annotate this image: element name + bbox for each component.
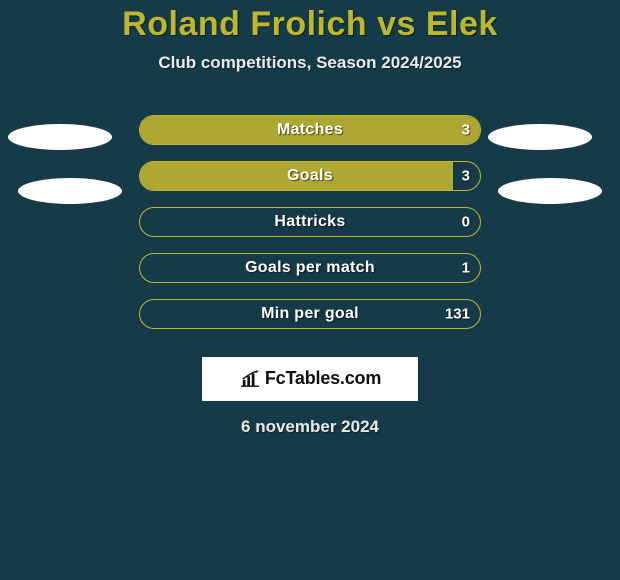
date-text: 6 november 2024 <box>0 417 620 437</box>
content-root: Roland Frolich vs Elek Club competitions… <box>0 0 620 437</box>
stat-label: Hattricks <box>274 213 345 231</box>
stat-right-value: 3 <box>462 167 470 184</box>
stat-bar: Goals per match 1 <box>139 253 481 283</box>
stat-row: Goals 3 <box>0 161 620 207</box>
barchart-icon <box>239 370 261 388</box>
stat-right-value: 3 <box>462 121 470 138</box>
stat-row: Min per goal 131 <box>0 299 620 345</box>
stat-right-value: 1 <box>462 259 470 276</box>
page-subtitle: Club competitions, Season 2024/2025 <box>0 53 620 73</box>
stats-rows: Matches 3 Goals 3 Hattricks 0 Goals per match 1… <box>0 115 620 345</box>
stat-bar: Min per goal 131 <box>139 299 481 329</box>
stat-row: Matches 3 <box>0 115 620 161</box>
page-title: Roland Frolich vs Elek <box>0 4 620 45</box>
stat-bar: Matches 3 <box>139 115 481 145</box>
stat-right-value: 131 <box>445 305 470 322</box>
stat-bar: Goals 3 <box>139 161 481 191</box>
stat-right-value: 0 <box>462 213 470 230</box>
stat-bar: Hattricks 0 <box>139 207 481 237</box>
brand-text: FcTables.com <box>265 368 381 389</box>
stat-row: Goals per match 1 <box>0 253 620 299</box>
stat-label: Matches <box>277 121 343 139</box>
stat-label: Goals <box>287 167 333 185</box>
stat-row: Hattricks 0 <box>0 207 620 253</box>
stat-label: Goals per match <box>245 259 375 277</box>
stat-label: Min per goal <box>261 305 359 323</box>
brand-box: FcTables.com <box>202 357 418 401</box>
